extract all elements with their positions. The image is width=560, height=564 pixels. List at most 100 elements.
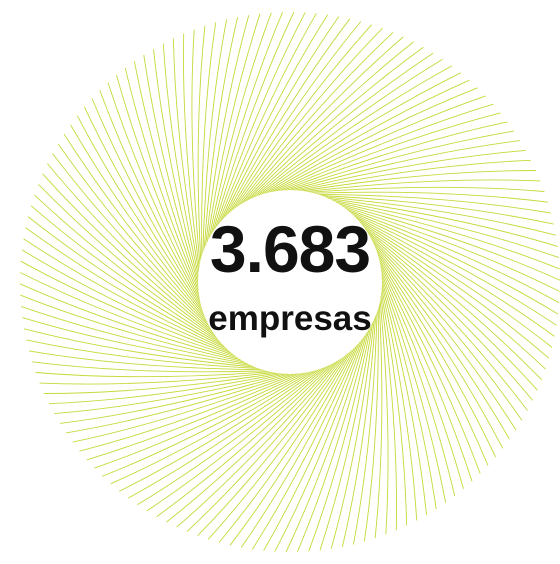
- spiral-ray: [259, 112, 501, 200]
- headline-unit: empresas: [208, 299, 371, 338]
- spiral-ray: [374, 259, 437, 510]
- spiral-ray: [197, 25, 206, 283]
- spiral-ray: [57, 143, 224, 340]
- spiral-ray: [204, 12, 272, 261]
- spiral-ray: [363, 285, 379, 542]
- spiral-ray: [22, 317, 274, 369]
- spiral-ray: [146, 349, 347, 512]
- spiral-ray: [54, 367, 307, 415]
- spiral-ray: [242, 72, 461, 209]
- spiral-ray: [107, 82, 210, 319]
- spiral-ray: [370, 245, 473, 482]
- spiral-ray: [133, 61, 207, 308]
- spiral-ray: [302, 194, 557, 236]
- spiral-ray: [52, 153, 227, 343]
- spiral-ray: [218, 330, 364, 543]
- spiral-ray: [37, 183, 235, 351]
- spiral-ray: [23, 238, 250, 361]
- spiral-ray: [63, 133, 222, 338]
- spiral-ray: [313, 196, 560, 270]
- spiral-ray: [368, 242, 481, 474]
- spiral-ray: [216, 21, 362, 234]
- spiral-ray: [137, 351, 344, 506]
- spiral-ray: [319, 300, 377, 551]
- spiral-ray: [269, 140, 521, 197]
- spiral-ray: [26, 339, 281, 370]
- spiral-ray: [296, 307, 375, 553]
- spiral-ray: [351, 218, 533, 401]
- spiral-ray: [377, 274, 397, 531]
- spiral-ray: [341, 292, 378, 548]
- spiral-ray: [166, 344, 352, 523]
- spiral-ray: [330, 296, 378, 549]
- spiral-ray: [285, 310, 374, 553]
- spiral-ray: [330, 203, 557, 326]
- spiral-ray: [153, 49, 205, 301]
- spiral-ray: [375, 263, 427, 515]
- spiral-ray: [356, 224, 523, 421]
- spiral-ray: [172, 38, 204, 294]
- spiral-ray: [284, 179, 541, 195]
- spiral-ray: [202, 16, 239, 272]
- spiral-ray: [83, 106, 216, 328]
- spiral-ray: [116, 74, 209, 315]
- spiral-ray: [376, 267, 418, 521]
- spiral-ray: [262, 121, 508, 199]
- spiral-ray: [79, 364, 321, 452]
- spiral-ray: [124, 67, 208, 312]
- spiral-ray: [240, 324, 368, 548]
- spiral-ray: [42, 173, 232, 348]
- spiral-ray: [183, 33, 203, 290]
- center-disc: [198, 190, 382, 374]
- spiral-ray: [162, 43, 204, 297]
- spiral-ray: [327, 201, 559, 315]
- spiral-ray: [102, 359, 332, 477]
- spiral-ray: [30, 205, 241, 355]
- spiral-ray: [186, 339, 357, 532]
- spiral-ray: [255, 103, 494, 202]
- spiral-ray: [225, 36, 404, 223]
- spiral-ray: [72, 365, 318, 443]
- spiral-ray: [23, 328, 278, 370]
- spiral-ray: [20, 294, 267, 368]
- spiral-ray: [360, 230, 510, 440]
- spiral-ray: [197, 336, 360, 537]
- spiral-ray: [245, 79, 470, 207]
- spiral-ray: [201, 19, 228, 275]
- spiral-ray: [212, 16, 340, 240]
- spiral-ray: [207, 12, 306, 250]
- spiral-ray: [202, 15, 250, 268]
- spiral-ray: [20, 305, 270, 369]
- spiral-ray: [320, 199, 560, 292]
- spiral-ray: [308, 303, 376, 552]
- spiral-ray: [59, 367, 311, 424]
- spiral-ray: [251, 320, 370, 550]
- spiral-ray: [31, 361, 289, 373]
- spiral-ray: [280, 170, 536, 195]
- spiral-ray: [19, 272, 260, 365]
- spiral-rays: [19, 11, 560, 553]
- spiral-ray: [209, 13, 317, 247]
- spiral-ray: [233, 52, 434, 215]
- spiral-ray: [323, 200, 560, 304]
- spiral-ray: [273, 149, 526, 197]
- headline-number: 3.683: [210, 212, 370, 286]
- spiral-ray: [94, 361, 328, 469]
- spiral-ray: [358, 226, 517, 431]
- spiral-ray: [372, 252, 456, 497]
- spiral-ray: [353, 221, 528, 411]
- spiral-ray: [306, 195, 558, 247]
- spiral-ray: [266, 130, 514, 198]
- spiral-ray: [333, 205, 555, 337]
- spiral-ray: [20, 260, 257, 364]
- spiral-ray: [236, 58, 443, 213]
- spiral-ray: [35, 369, 292, 378]
- spiral-ray: [230, 46, 424, 217]
- spiral-ray: [156, 347, 350, 518]
- spiral-ray: [310, 195, 560, 259]
- spiral-ray: [352, 289, 379, 545]
- spiral-ray: [373, 256, 447, 503]
- spiral-ray: [119, 355, 338, 492]
